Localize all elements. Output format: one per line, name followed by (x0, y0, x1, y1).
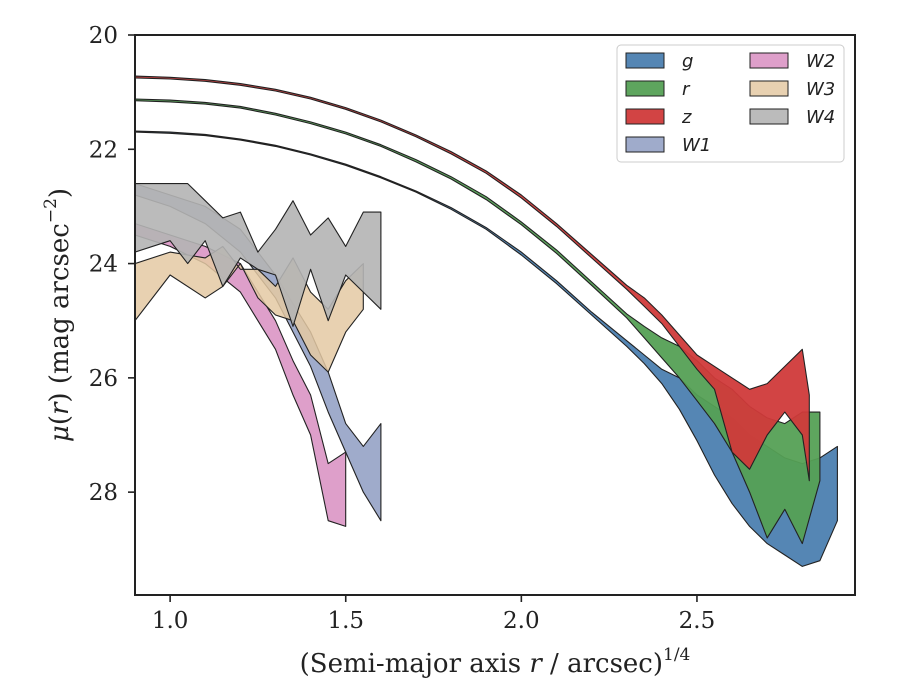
y-tick-label: 28 (89, 480, 118, 506)
y-tick-label: 20 (89, 23, 118, 49)
series-areas (135, 75, 838, 567)
x-tick-label: 2.0 (503, 608, 540, 634)
x-tick-label: 1.0 (152, 608, 189, 634)
plot-frame (134, 34, 856, 596)
legend-label-w4: W4 (806, 107, 835, 128)
legend-label-r: r (682, 79, 691, 100)
x-tick-label: 2.5 (679, 608, 716, 634)
legend-swatch-w3 (749, 80, 789, 97)
legend: grz W1 W2 W3 W4 (616, 44, 845, 163)
legend-swatch-w1 (625, 136, 665, 153)
legend-swatch-w4 (749, 108, 789, 125)
x-axis: 1.0 1.5 2.0 2.5 (152, 595, 715, 634)
legend-swatch-r (625, 80, 665, 97)
legend-label-w1: W1 (682, 135, 711, 156)
area-r (135, 98, 821, 545)
y-tick-label: 24 (89, 252, 118, 278)
x-axis-label: (Semi-major axis r / arcsec)1/4 (300, 645, 691, 679)
legend-swatch-g (625, 52, 665, 69)
y-axis: 20 22 24 26 28 (89, 23, 135, 506)
x-tick-label: 1.5 (327, 608, 364, 634)
legend-label-w2: W2 (806, 51, 835, 72)
y-axis-label: μ(r) (mag arcsec−2) (41, 188, 75, 442)
legend-swatch-z (625, 108, 665, 125)
legend-label-g: g (682, 51, 693, 72)
y-tick-label: 26 (89, 366, 118, 392)
area-w4 (135, 183, 382, 327)
legend-swatch-w2 (749, 52, 789, 69)
legend-frame (616, 44, 845, 163)
legend-label-z: z (681, 107, 692, 128)
legend-label-w3: W3 (806, 79, 835, 100)
y-tick-label: 22 (89, 137, 118, 163)
area-z (135, 75, 810, 482)
